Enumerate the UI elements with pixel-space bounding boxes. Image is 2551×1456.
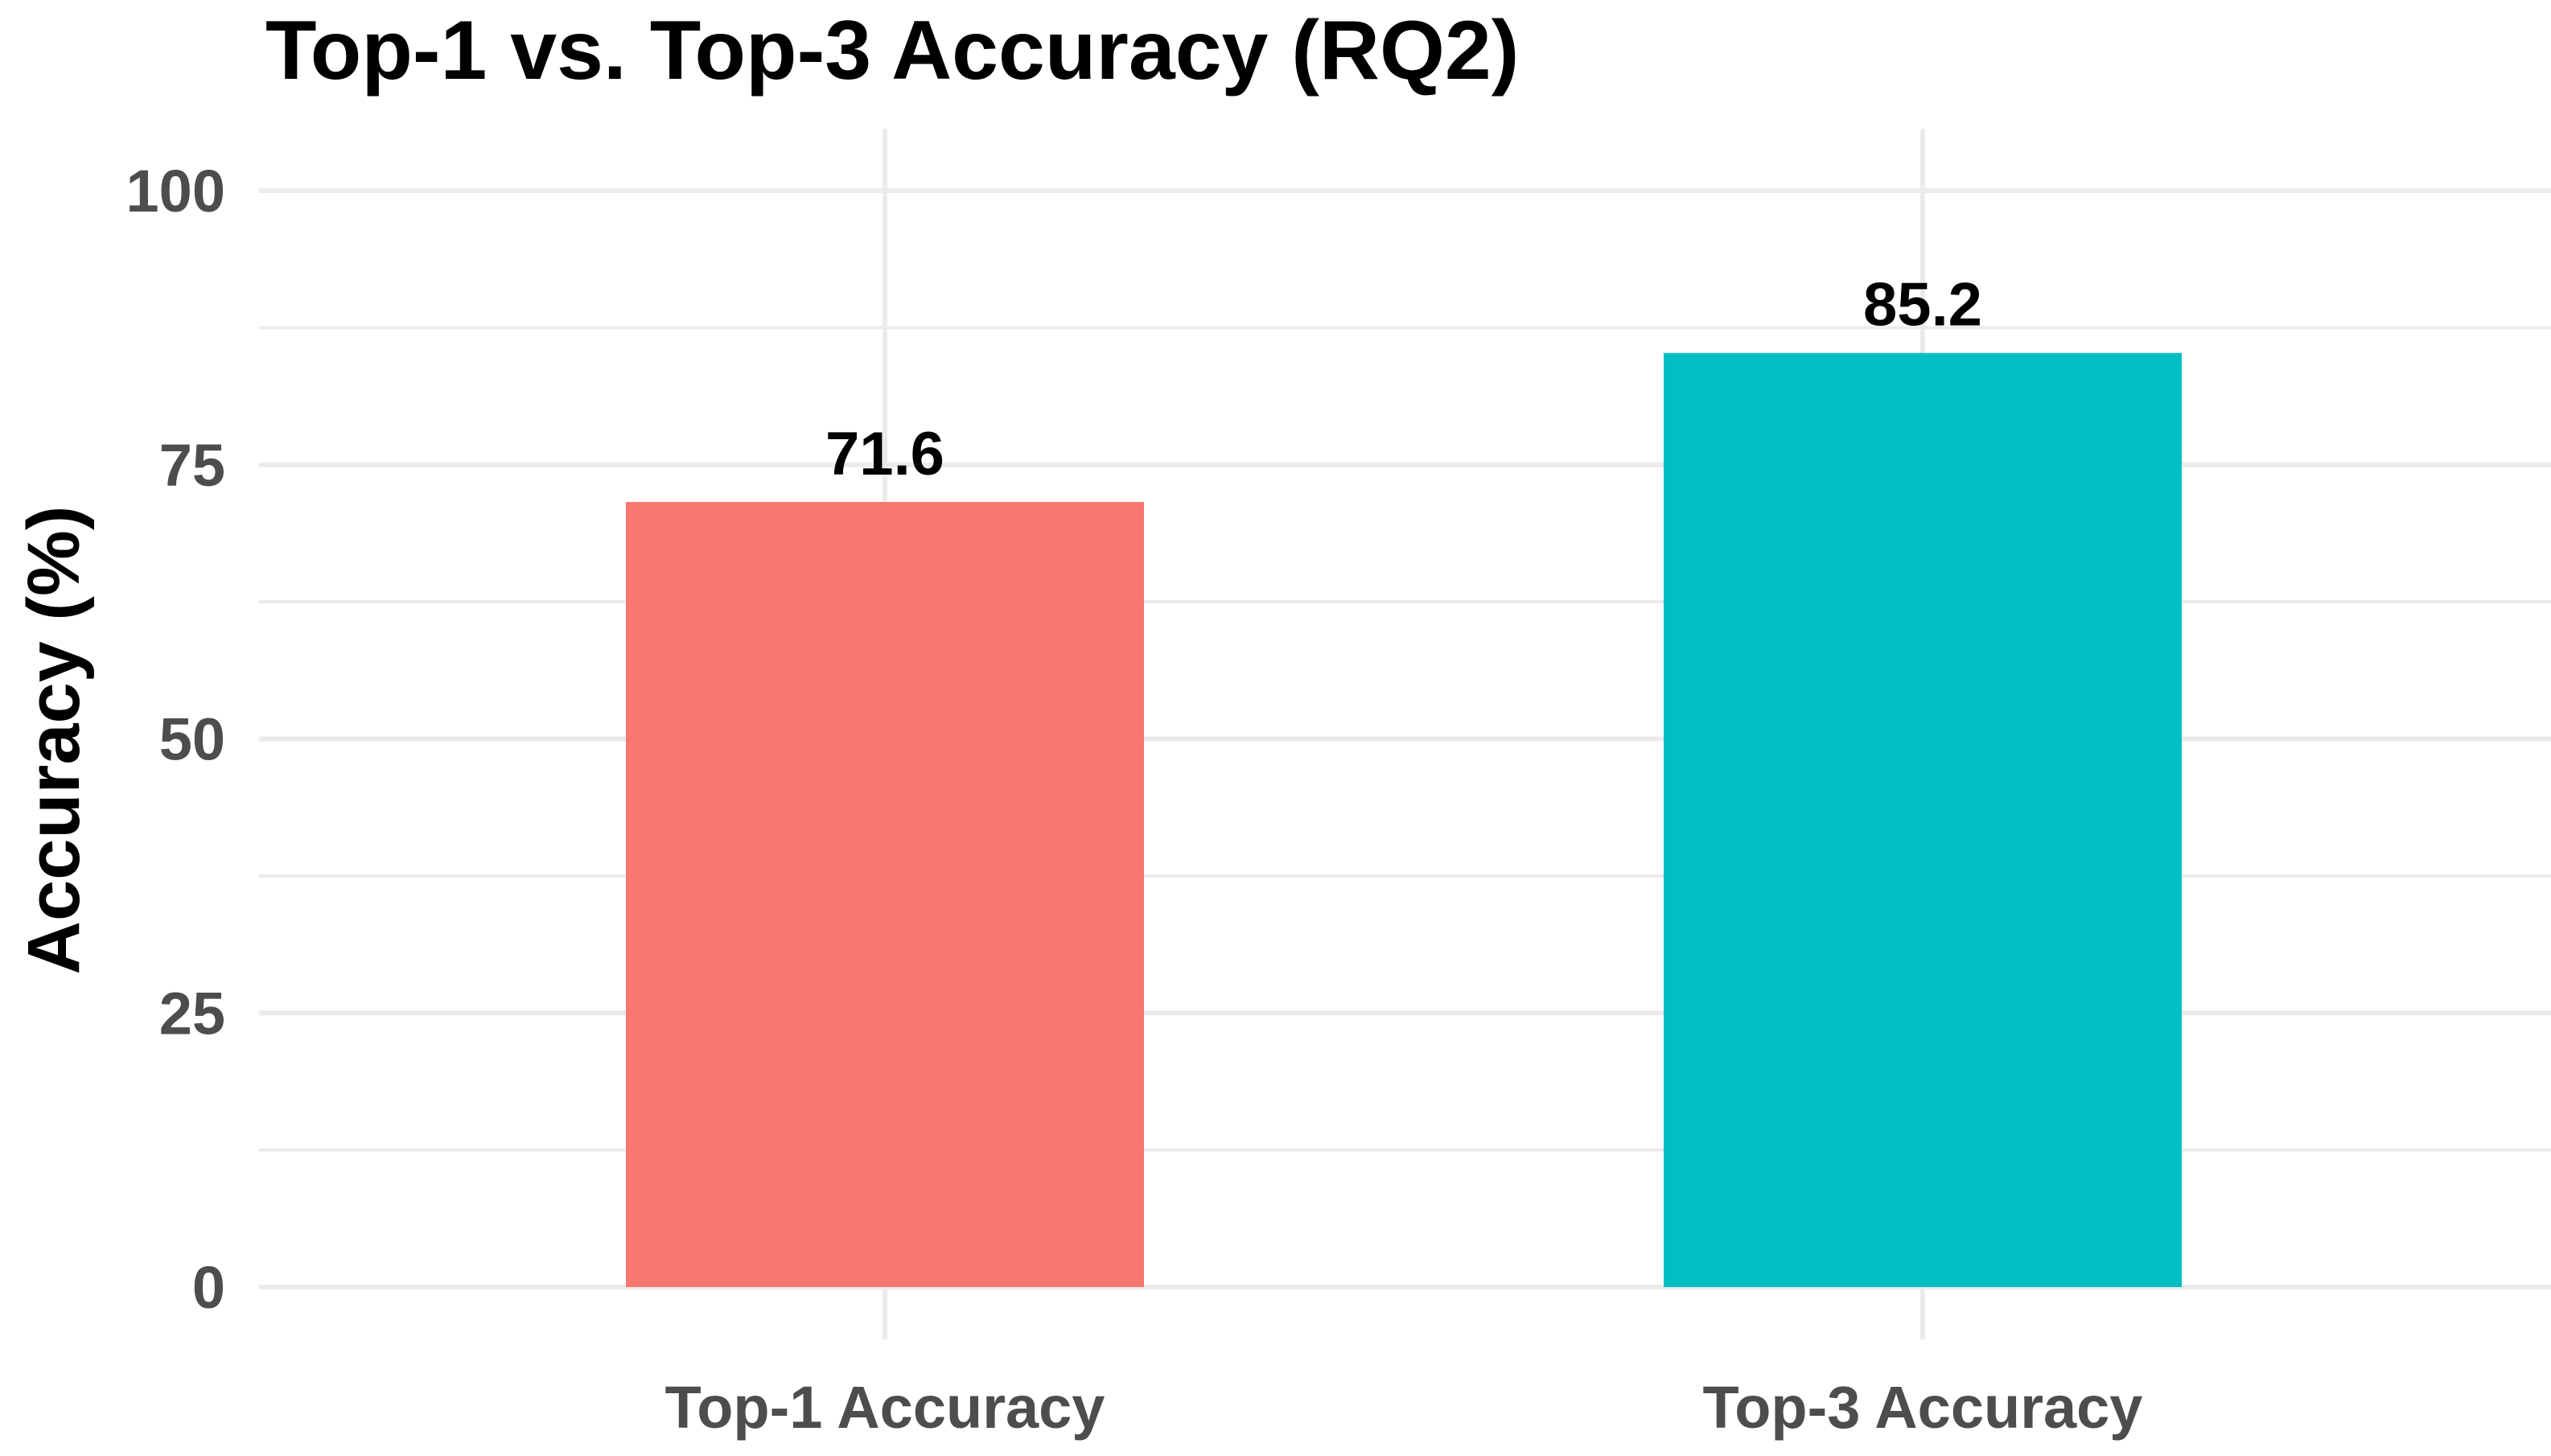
- bar-value-label-2: 85.2: [1863, 271, 1982, 339]
- gridlines: [259, 129, 2551, 1339]
- x-tick-label: Top-1 Accuracy: [665, 1374, 1105, 1441]
- y-tick-label: 75: [159, 432, 225, 499]
- chart-title: Top-1 vs. Top-3 Accuracy (RQ2): [265, 4, 1519, 97]
- axes: 0 25 50 75 100 Top-1 Accuracy Top-3 Accuracy: [126, 158, 2143, 1441]
- x-tick-label: Top-3 Accuracy: [1703, 1374, 2143, 1441]
- data-labels: 71.6 85.2: [825, 271, 1982, 488]
- y-tick-label: 50: [159, 706, 225, 773]
- bars: [626, 352, 2182, 1287]
- y-tick-label: 25: [159, 980, 225, 1047]
- bar-1: [626, 502, 1144, 1287]
- y-tick-label: 100: [126, 158, 225, 224]
- bar-2: [1664, 352, 2182, 1287]
- y-tick-label: 0: [192, 1254, 225, 1321]
- y-axis-title: Accuracy (%): [13, 506, 95, 975]
- bar-value-label-1: 71.6: [825, 420, 944, 488]
